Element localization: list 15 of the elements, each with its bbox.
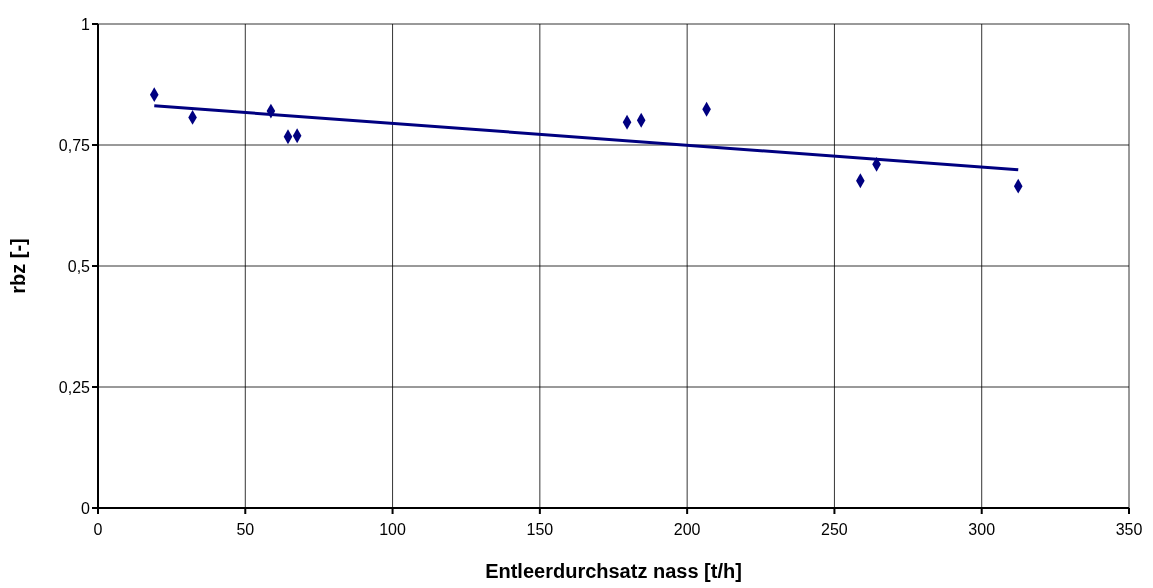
x-tick-label: 300 — [968, 521, 996, 539]
x-tick-label: 200 — [673, 521, 701, 539]
x-tick-label: 250 — [821, 521, 848, 539]
y-tick-label: 0,5 — [67, 257, 91, 275]
x-tick-label: 350 — [1115, 521, 1143, 539]
y-tick-label: 1 — [81, 15, 91, 33]
x-tick-label: 50 — [236, 521, 255, 539]
y-tick-label: 0,25 — [58, 378, 91, 396]
x-tick-label: 150 — [526, 521, 554, 539]
x-axis-title: Entleerdurchsatz nass [t/h] — [485, 560, 742, 582]
x-tick-label: 100 — [379, 521, 407, 539]
x-tick-label: 0 — [93, 521, 103, 539]
y-tick-label: 0,75 — [58, 136, 91, 154]
y-tick-label: 0 — [81, 499, 91, 517]
y-axis-title: rbz [-] — [7, 238, 30, 294]
